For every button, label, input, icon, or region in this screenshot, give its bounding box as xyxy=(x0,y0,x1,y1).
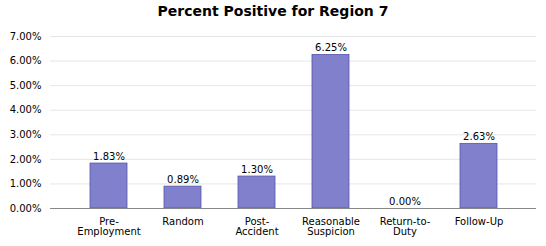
svg-text:7.00%: 7.00% xyxy=(10,31,42,42)
svg-text:6.00%: 6.00% xyxy=(10,55,42,66)
svg-text:1.83%: 1.83% xyxy=(93,151,125,162)
svg-text:Pre-Employment: Pre-Employment xyxy=(77,216,140,237)
svg-text:Random: Random xyxy=(162,216,203,227)
svg-text:1.00%: 1.00% xyxy=(10,178,42,189)
svg-text:0.00%: 0.00% xyxy=(10,203,42,214)
svg-text:Return-to-Duty: Return-to-Duty xyxy=(380,216,431,237)
svg-text:1.30%: 1.30% xyxy=(241,164,273,175)
svg-text:5.00%: 5.00% xyxy=(10,80,42,91)
svg-text:0.00%: 0.00% xyxy=(389,196,421,207)
svg-text:0.89%: 0.89% xyxy=(167,174,199,185)
svg-text:2.63%: 2.63% xyxy=(463,131,495,142)
svg-text:3.00%: 3.00% xyxy=(10,129,42,140)
svg-text:2.00%: 2.00% xyxy=(10,154,42,165)
svg-text:6.25%: 6.25% xyxy=(315,42,347,53)
svg-text:ReasonableSuspicion: ReasonableSuspicion xyxy=(302,216,360,237)
svg-text:Post-Accident: Post-Accident xyxy=(235,216,278,237)
html-text:Percent Positive for Region 7: Percent Positive for Region 7 xyxy=(157,3,389,19)
svg-text:4.00%: 4.00% xyxy=(10,104,42,115)
svg-text:Follow-Up: Follow-Up xyxy=(455,216,504,227)
